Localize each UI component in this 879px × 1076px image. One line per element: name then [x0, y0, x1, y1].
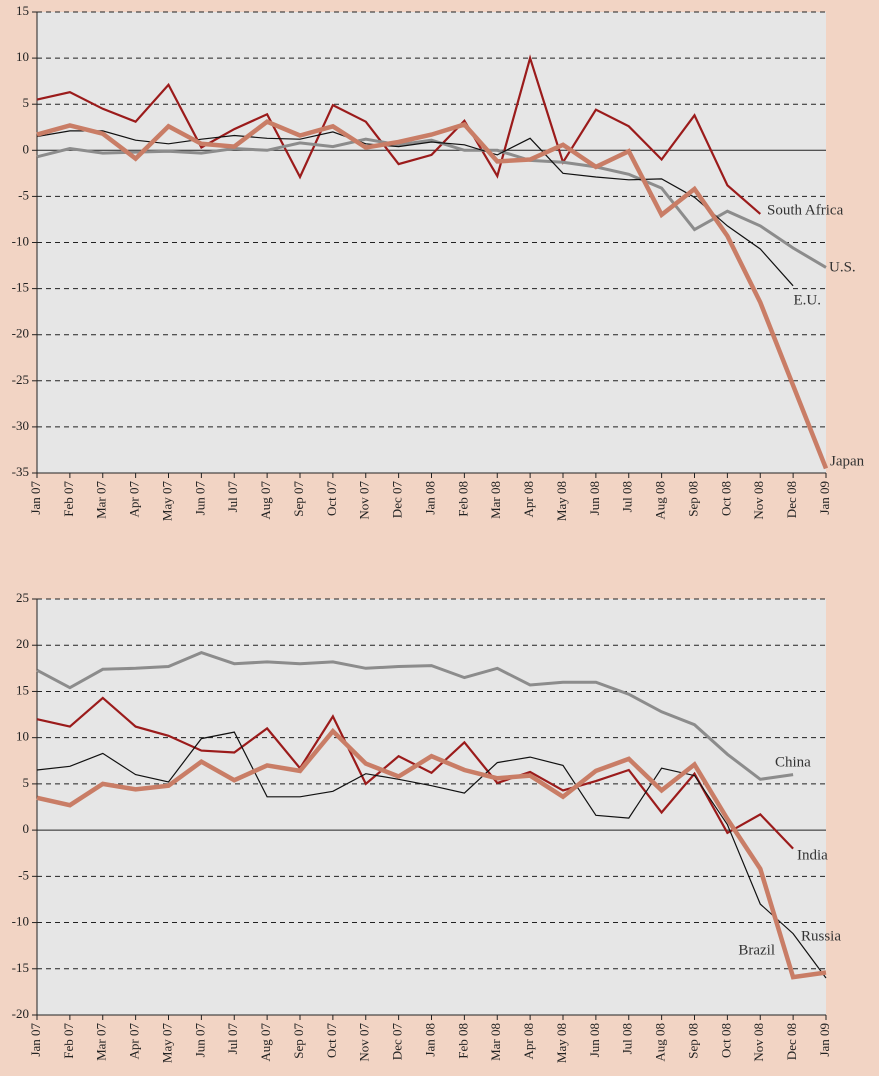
series-label: India: [797, 847, 828, 863]
series-label: South Africa: [767, 202, 844, 218]
x-tick-label: Jul 07: [225, 481, 240, 513]
y-tick-label: -30: [12, 418, 29, 433]
x-tick-label: Sep 07: [291, 1023, 306, 1059]
x-tick-label: Sep 08: [685, 1023, 700, 1059]
y-tick-label: 25: [16, 590, 29, 605]
y-tick-label: -20: [12, 1006, 29, 1021]
series-label: Japan: [830, 453, 865, 469]
x-tick-label: Jan 09: [817, 1023, 832, 1057]
y-tick-label: 15: [16, 3, 29, 18]
series-label: U.S.: [829, 259, 856, 275]
x-tick-label: Oct 08: [718, 1023, 733, 1058]
x-tick-label: Jan 07: [28, 1023, 43, 1057]
x-tick-label: Mar 08: [488, 481, 503, 519]
y-tick-label: -15: [12, 960, 29, 975]
x-tick-label: Oct 07: [324, 1023, 339, 1059]
x-tick-label: Dec 07: [390, 481, 405, 519]
x-tick-label: Aug 08: [653, 481, 668, 520]
x-tick-label: May 08: [554, 481, 569, 521]
series-label: Brazil: [738, 942, 775, 958]
y-tick-label: 10: [16, 729, 29, 744]
y-tick-label: 5: [23, 95, 30, 110]
x-tick-label: Feb 07: [61, 1023, 76, 1059]
y-tick-label: 10: [16, 49, 29, 64]
x-tick-label: Nov 08: [751, 481, 766, 520]
x-tick-label: Oct 08: [718, 481, 733, 516]
x-tick-label: Jan 08: [422, 1023, 437, 1057]
y-tick-label: -10: [12, 914, 29, 929]
y-tick-label: -35: [12, 464, 29, 479]
y-tick-label: 0: [23, 821, 30, 836]
series-line: [36, 54, 762, 215]
series-line: [36, 727, 827, 980]
x-tick-label: Mar 07: [94, 1023, 109, 1061]
series-label: E.U.: [794, 292, 822, 308]
x-tick-label: Oct 07: [324, 481, 339, 517]
x-tick-label: Jun 08: [587, 1023, 602, 1057]
x-tick-label: Jan 08: [422, 481, 437, 515]
series-label: China: [775, 754, 811, 770]
x-tick-label: May 08: [554, 1023, 569, 1063]
x-tick-label: Jan 09: [817, 481, 832, 515]
y-tick-label: 15: [16, 682, 29, 697]
x-tick-label: Jul 08: [620, 481, 635, 512]
plot-area: [37, 599, 826, 1015]
series-line: [36, 130, 794, 287]
y-tick-label: -10: [12, 233, 29, 248]
x-tick-label: Jul 08: [620, 1023, 635, 1054]
x-tick-label: Jul 07: [225, 1023, 240, 1055]
x-tick-label: Jun 08: [587, 481, 602, 515]
x-tick-label: Mar 08: [488, 1023, 503, 1061]
y-tick-label: -25: [12, 372, 29, 387]
y-tick-label: 0: [23, 141, 30, 156]
x-tick-label: Sep 08: [685, 481, 700, 517]
series-line: [36, 137, 827, 269]
x-tick-label: Aug 07: [258, 1023, 273, 1062]
x-tick-label: Sep 07: [291, 481, 306, 517]
x-tick-label: Mar 07: [94, 481, 109, 519]
x-tick-label: Jun 07: [192, 1023, 207, 1058]
x-tick-label: May 07: [159, 1023, 174, 1064]
series-label: Russia: [801, 928, 841, 944]
series-line: [36, 731, 827, 979]
y-tick-label: -5: [18, 187, 29, 202]
x-tick-label: Apr 07: [127, 1023, 142, 1060]
y-tick-label: -5: [18, 867, 29, 882]
x-tick-label: Nov 07: [357, 1023, 372, 1062]
x-tick-label: Apr 07: [127, 481, 142, 518]
x-tick-label: Dec 08: [784, 481, 799, 518]
x-tick-label: Dec 07: [390, 1023, 405, 1061]
x-tick-label: Jan 07: [28, 481, 43, 515]
x-tick-label: Nov 07: [357, 481, 372, 520]
x-tick-label: Feb 08: [455, 1023, 470, 1059]
x-tick-label: Apr 08: [521, 1023, 536, 1059]
x-tick-label: Feb 07: [61, 481, 76, 517]
series-line: [36, 119, 829, 470]
y-tick-label: -15: [12, 280, 29, 295]
y-tick-label: -20: [12, 326, 29, 341]
series-line: [36, 650, 794, 781]
x-tick-label: Dec 08: [784, 1023, 799, 1060]
x-tick-label: Feb 08: [455, 481, 470, 517]
y-tick-label: 20: [16, 636, 29, 651]
y-tick-label: 5: [23, 775, 30, 790]
x-tick-label: May 07: [159, 481, 174, 522]
x-tick-label: Jun 07: [192, 481, 207, 516]
x-tick-label: Apr 08: [521, 481, 536, 517]
x-tick-label: Aug 08: [653, 1023, 668, 1062]
x-tick-label: Nov 08: [751, 1023, 766, 1062]
x-tick-label: Aug 07: [258, 481, 273, 520]
